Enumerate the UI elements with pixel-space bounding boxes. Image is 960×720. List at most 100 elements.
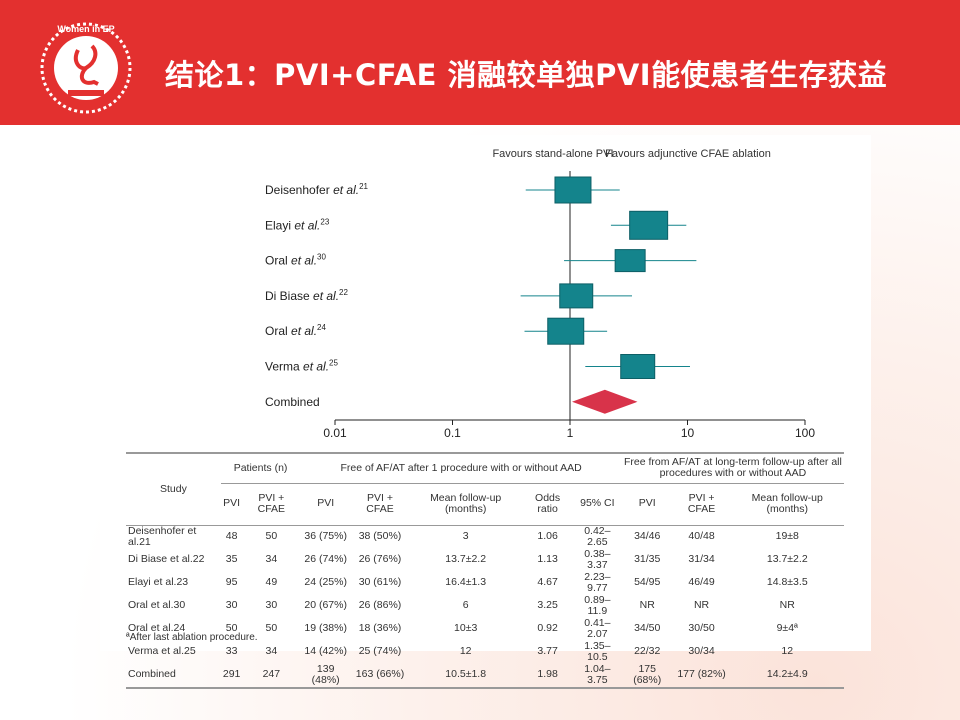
table-cell: 139 (48%) — [311, 662, 340, 686]
table-cell: 18 (36%) — [358, 622, 402, 635]
table-cell: 19±8 — [775, 530, 799, 543]
table-cell: 34/46 — [634, 530, 661, 543]
table-cell: 12 — [459, 645, 472, 658]
table-cell: Oral et al.30 — [128, 599, 186, 612]
column-header: 95% CI — [580, 497, 615, 510]
study-table: Study Patients (n) Free of AF/AT after 1… — [126, 452, 844, 689]
favours-left-label: Favours stand-alone PVI — [492, 148, 613, 160]
column-header: PVI + CFAE — [257, 491, 286, 515]
column-header: PVI + CFAE — [366, 491, 394, 515]
forest-plot: Favours stand-alone PVI Favours adjuncti… — [265, 148, 815, 440]
table-cell: 26 (86%) — [358, 599, 402, 612]
table-row: Di Biase et al.22 35 34 26 (74%) 26 (76%) 13.… — [126, 547, 844, 572]
table-cell: 3.25 — [537, 599, 558, 612]
table-cell: 247 — [262, 668, 281, 681]
combined-diamond — [572, 389, 638, 414]
table-cell: 14.8±3.5 — [766, 576, 808, 589]
table-cell: 24 (25%) — [304, 576, 347, 589]
table-cell: Combined — [128, 668, 176, 681]
column-header: PVI — [223, 497, 241, 510]
table-cell: 291 — [222, 668, 241, 681]
slide-title: 结论1：PVI+CFAE 消融较单独PVI能使患者生存获益 — [165, 58, 888, 92]
table-cell: 31/35 — [634, 553, 661, 566]
table-cell: 0.89–11.9 — [584, 593, 611, 617]
table-cell: 14.2±4.9 — [766, 668, 808, 681]
svg-text:Women in EP: Women in EP — [57, 24, 114, 34]
free1-header: Free of AF/AT after 1 procedure with or … — [300, 453, 622, 484]
table-cell: 54/95 — [634, 576, 661, 589]
column-header: PVI — [317, 497, 335, 510]
table-cell: 10±3 — [454, 622, 478, 635]
table-cell: 13.7±2.2 — [445, 553, 487, 566]
column-header: Mean follow-up (months) — [430, 491, 502, 515]
favours-right-label: Favours adjunctive CFAE ablation — [605, 148, 771, 160]
table-cell: 50 — [265, 622, 278, 635]
odds-ratio-box — [554, 176, 592, 204]
women-in-ep-logo: Women in EP — [40, 22, 132, 114]
free2-header: Free from AF/AT at long-term follow-up a… — [621, 453, 844, 484]
table-cell: 6 — [462, 599, 469, 612]
table-cell: 30 — [225, 599, 238, 612]
table-cell: NR — [779, 599, 795, 612]
table-cell: 4.67 — [537, 576, 558, 589]
table-cell: 1.06 — [537, 530, 558, 543]
table-cell: 26 (74%) — [304, 553, 347, 566]
column-header: Odds ratio — [535, 491, 561, 515]
x-tick-label: 0.01 — [323, 426, 347, 440]
table-cell: 19 (38%) — [304, 622, 347, 635]
figure-panel: Favours stand-alone PVI Favours adjuncti… — [100, 135, 871, 651]
table-cell: 50 — [265, 530, 278, 543]
table-cell: 1.13 — [537, 553, 558, 566]
table-cell: 163 (66%) — [355, 668, 405, 681]
column-header: PVI — [638, 497, 656, 510]
table-row: Elayi et al.23 95 49 24 (25%) 30 (61%) 16.4±1… — [126, 570, 844, 595]
x-tick-label: 1 — [567, 426, 574, 440]
table-cell: 25 (74%) — [358, 645, 402, 658]
table-cell: 36 (75%) — [304, 530, 347, 543]
table-cell: 9±4ª — [776, 622, 798, 635]
table-cell: 33 — [225, 645, 238, 658]
table-footnote: ªAfter last ablation procedure. — [126, 632, 258, 643]
study-header: Study — [126, 453, 221, 526]
table-cell: Verma et al.25 — [128, 645, 196, 658]
table-cell: 14 (42%) — [304, 645, 347, 658]
table-cell: 12 — [781, 645, 794, 658]
table-cell: 31/34 — [688, 553, 715, 566]
table-cell: 10.5±1.8 — [445, 668, 487, 681]
table-cell: Deisenhofer et al.21 — [128, 524, 197, 548]
odds-ratio-box — [547, 317, 585, 345]
table-cell: 49 — [265, 576, 278, 589]
column-header: PVI + CFAE — [687, 491, 716, 515]
table-row: Oral et al.30 30 30 20 (67%) 26 (86%) 6 3.25 0.… — [126, 593, 844, 618]
table-cell: 34 — [265, 645, 278, 658]
slide-header: Women in EP 结论1：PVI+CFAE 消融较单独PVI能使患者生存获… — [0, 0, 960, 125]
table-cell: NR — [639, 599, 655, 612]
table-cell: 1.98 — [537, 668, 558, 681]
odds-ratio-box — [559, 283, 594, 309]
combined-label: Combined — [265, 395, 320, 409]
odds-ratio-box — [614, 249, 646, 273]
table-row: Deisenhofer et al.21 48 50 36 (75%) 38 (50%)… — [126, 525, 844, 549]
table-cell: 0.38–3.37 — [584, 547, 611, 571]
odds-ratio-box — [629, 210, 669, 240]
column-header: Mean follow-up (months) — [751, 491, 823, 515]
table-cell: 30 — [265, 599, 278, 612]
table-cell: 0.42–2.65 — [584, 524, 611, 548]
table-cell: 30/34 — [688, 645, 715, 658]
table-cell: Di Biase et al.22 — [128, 553, 205, 566]
table-cell: 38 (50%) — [358, 530, 402, 543]
table-cell: 175 (68%) — [633, 662, 662, 686]
table-cell: 0.41–2.07 — [584, 616, 611, 640]
patients-header: Patients (n) — [220, 453, 301, 484]
x-tick-label: 100 — [795, 426, 815, 440]
table-cell: 0.92 — [537, 622, 558, 635]
table-cell: 95 — [225, 576, 238, 589]
table-cell: 48 — [225, 530, 238, 543]
table-cell: 20 (67%) — [304, 599, 347, 612]
table-cell: 2.23–9.77 — [584, 570, 611, 594]
table-cell: 16.4±1.3 — [445, 576, 487, 589]
table-cell: NR — [693, 599, 710, 612]
table-row: Combined 291 247 139 (48%) 163 (66%) 10.5±1.8… — [126, 662, 844, 688]
table-cell: 40/48 — [688, 530, 715, 543]
table-cell: 26 (76%) — [358, 553, 402, 566]
